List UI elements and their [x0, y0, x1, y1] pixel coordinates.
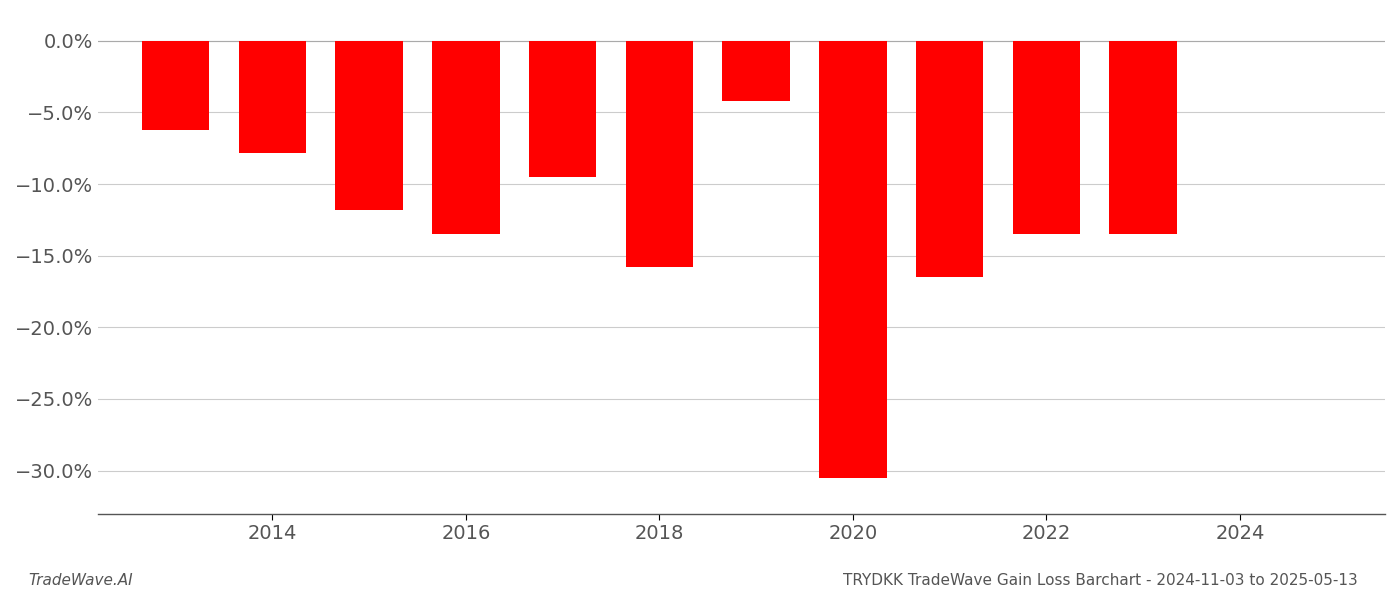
- Bar: [238, 41, 307, 152]
- Bar: [916, 41, 983, 277]
- Bar: [722, 41, 790, 101]
- Text: TRYDKK TradeWave Gain Loss Barchart - 2024-11-03 to 2025-05-13: TRYDKK TradeWave Gain Loss Barchart - 20…: [843, 573, 1358, 588]
- Bar: [433, 41, 500, 234]
- Bar: [1012, 41, 1081, 234]
- Bar: [141, 41, 210, 130]
- Bar: [529, 41, 596, 177]
- Bar: [1109, 41, 1177, 234]
- Bar: [626, 41, 693, 267]
- Bar: [335, 41, 403, 210]
- Bar: [819, 41, 886, 478]
- Text: TradeWave.AI: TradeWave.AI: [28, 573, 133, 588]
